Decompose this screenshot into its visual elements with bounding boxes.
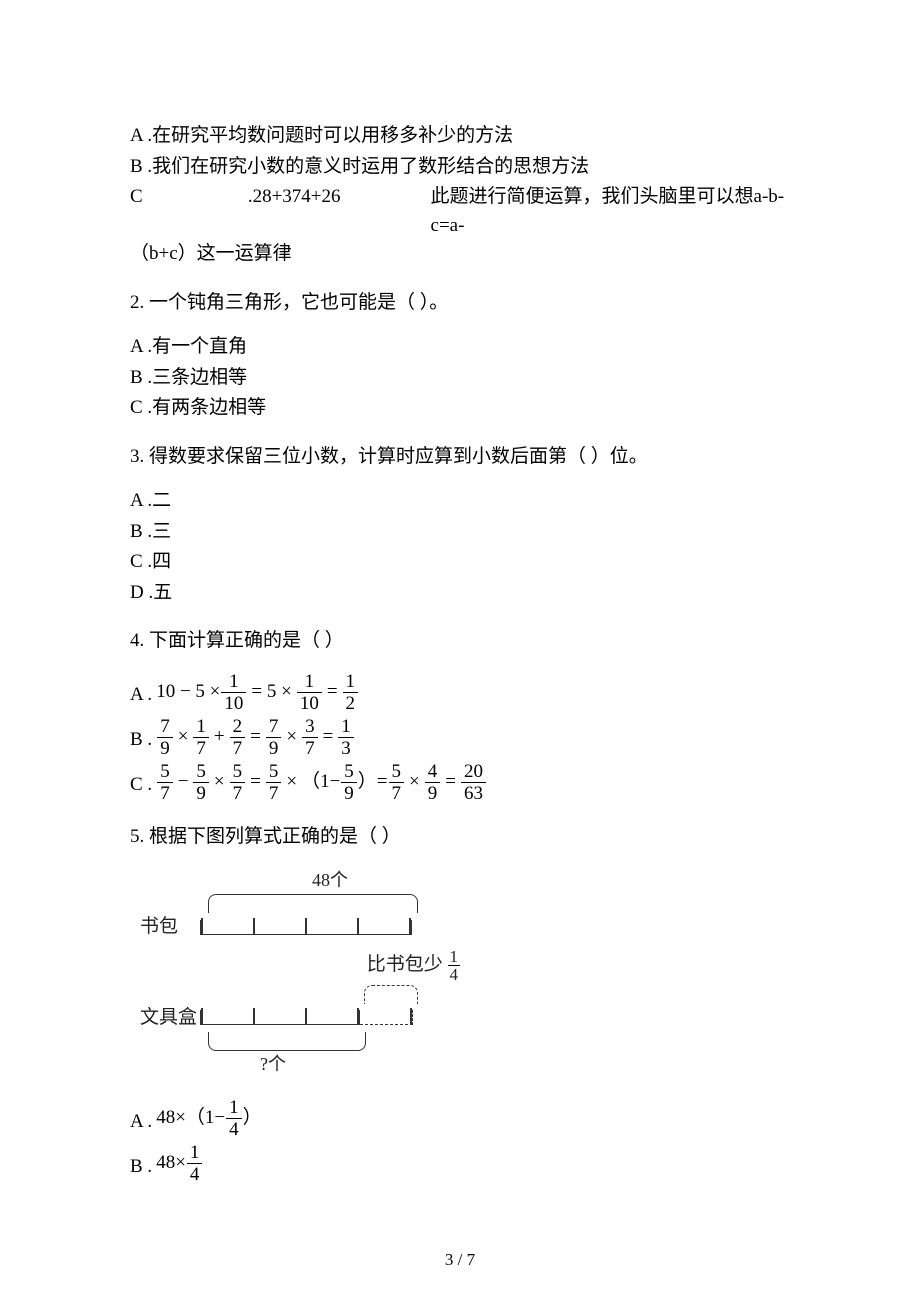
q5-a-lead: 48× bbox=[156, 1104, 186, 1133]
fraction: 110 bbox=[297, 672, 322, 713]
fraction: 59 bbox=[193, 762, 209, 803]
op: × bbox=[286, 723, 297, 752]
fraction: 37 bbox=[302, 717, 318, 758]
diagram-top-label: 48个 bbox=[200, 867, 460, 894]
q5-stem: 5. 根据下图列算式正确的是（ ） bbox=[130, 823, 790, 852]
q5-a-label: A . bbox=[130, 1108, 152, 1140]
q1-c-expr: .28+374+26 bbox=[248, 183, 341, 212]
brace-icon bbox=[208, 894, 418, 913]
q4-a-label: A . bbox=[130, 681, 152, 713]
op: × bbox=[286, 768, 297, 797]
q5-option-b: B . 48× 14 bbox=[130, 1143, 790, 1184]
eq: = 5 × bbox=[251, 678, 291, 707]
q3-stem: 3. 得数要求保留三位小数，计算时应算到小数后面第（ ）位。 bbox=[130, 443, 790, 472]
q1-option-c: C .28+374+26 此题进行简便运算，我们头脑里可以想a-b-c=a- bbox=[130, 183, 790, 240]
eq: = bbox=[445, 768, 456, 797]
q2-option-b: B .三条边相等 bbox=[130, 364, 790, 393]
q3-option-a: A .二 bbox=[130, 487, 790, 516]
page-number: 3 / 7 bbox=[0, 1247, 920, 1273]
q5-b-lead: 48× bbox=[156, 1149, 186, 1178]
diagram-line1-label: 书包 bbox=[140, 913, 200, 942]
paren: ） bbox=[243, 1104, 262, 1133]
fraction: 12 bbox=[343, 672, 359, 713]
q4-option-b: B . 79 × 17 + 27 = 79 × 37 = 13 bbox=[130, 717, 790, 758]
fraction: 59 bbox=[341, 762, 357, 803]
q3-option-d: D .五 bbox=[130, 579, 790, 608]
segment-line bbox=[200, 920, 412, 935]
segment-line-dashed bbox=[360, 1010, 413, 1025]
q5-diagram: 48个 书包 比书包少 14 文具盒 bbox=[140, 867, 460, 1078]
q1-c-tail: 此题进行简便运算，我们头脑里可以想a-b-c=a- bbox=[431, 183, 790, 240]
q4-a-lead: 10 − 5 × bbox=[156, 678, 220, 707]
q2-option-a: A .有一个直角 bbox=[130, 333, 790, 362]
fraction: 14 bbox=[448, 948, 461, 983]
fraction: 14 bbox=[187, 1143, 203, 1184]
eq: = bbox=[327, 678, 338, 707]
q2-option-c: C .有两条边相等 bbox=[130, 394, 790, 423]
fraction: 79 bbox=[266, 717, 282, 758]
q1-c-wrap: （b+c）这一运算律 bbox=[130, 240, 790, 269]
q1-option-a: A .在研究平均数问题时可以用移多补少的方法 bbox=[130, 122, 790, 151]
op: × bbox=[409, 768, 420, 797]
brace-icon bbox=[364, 985, 418, 1004]
fraction: 57 bbox=[157, 762, 173, 803]
q4-c-label: C . bbox=[130, 771, 152, 803]
fraction: 13 bbox=[338, 717, 354, 758]
eq: = bbox=[323, 723, 334, 752]
brace-icon bbox=[208, 1032, 366, 1051]
segment-line bbox=[200, 1010, 360, 1025]
fraction: 27 bbox=[230, 717, 246, 758]
q5-option-a: A . 48× （1− 14 ） bbox=[130, 1098, 790, 1139]
fraction: 57 bbox=[266, 762, 282, 803]
op: + bbox=[214, 723, 225, 752]
paren: （1− bbox=[186, 1104, 225, 1133]
op: × bbox=[214, 768, 225, 797]
eq: = bbox=[250, 768, 261, 797]
q4-option-c: C . 57 − 59 × 57 = 57 × （1− 59 ）= 57 × 4… bbox=[130, 762, 790, 803]
diagram-line2-label: 文具盒 bbox=[140, 1004, 200, 1033]
q3-option-b: B .三 bbox=[130, 518, 790, 547]
fraction: 110 bbox=[221, 672, 246, 713]
q4-b-label: B . bbox=[130, 726, 152, 758]
eq: = bbox=[250, 723, 261, 752]
q4-stem: 4. 下面计算正确的是（ ） bbox=[130, 627, 790, 656]
q3-option-c: C .四 bbox=[130, 548, 790, 577]
q1-option-b: B .我们在研究小数的意义时运用了数形结合的思想方法 bbox=[130, 153, 790, 182]
fraction: 14 bbox=[226, 1098, 242, 1139]
op: × bbox=[178, 723, 189, 752]
q2-stem: 2. 一个钝角三角形，它也可能是（ ）。 bbox=[130, 289, 790, 318]
diagram-mid-label: 比书包少 bbox=[367, 953, 443, 974]
fraction: 57 bbox=[389, 762, 405, 803]
fraction: 49 bbox=[425, 762, 441, 803]
fraction: 57 bbox=[230, 762, 246, 803]
diagram-bottom-label: ?个 bbox=[260, 1051, 460, 1078]
q1-c-label: C bbox=[130, 183, 158, 212]
q4-option-a: A . 10 − 5 × 110 = 5 × 110 = 12 bbox=[130, 672, 790, 713]
paren: （1− bbox=[301, 768, 340, 797]
fraction: 17 bbox=[193, 717, 209, 758]
paren: ）= bbox=[358, 768, 388, 797]
fraction: 79 bbox=[157, 717, 173, 758]
fraction: 2063 bbox=[461, 762, 486, 803]
q5-b-label: B . bbox=[130, 1153, 152, 1185]
op: − bbox=[178, 768, 189, 797]
